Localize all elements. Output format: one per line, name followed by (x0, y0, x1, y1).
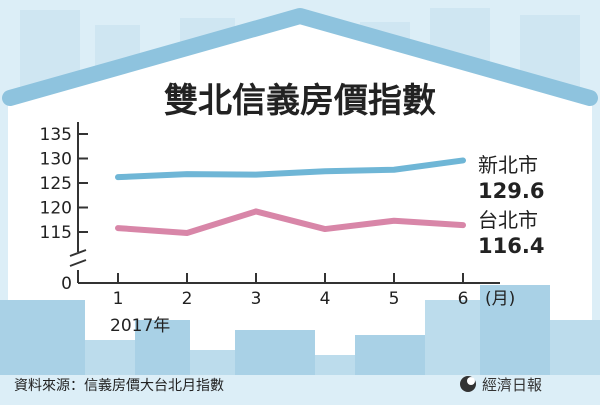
x-tick-label: 6 (458, 289, 469, 309)
x-tick-label: 4 (320, 289, 331, 309)
brand: 經濟日報 (460, 376, 542, 394)
year-label: 2017年 (110, 316, 170, 336)
x-tick-label: 1 (113, 289, 124, 309)
chart-title: 雙北信義房價指數 (164, 81, 436, 121)
x-tick-label: 3 (251, 289, 262, 309)
series-line-0 (115, 157, 466, 181)
y-tick-label: 115 (40, 223, 72, 243)
brand-name: 經濟日報 (482, 376, 542, 394)
y-tick-label: 125 (40, 174, 72, 194)
axes: 135 130 125 120 115 0 1 2 3 4 5 6 (月) (40, 122, 515, 309)
x-tick-label: 2 (182, 289, 193, 309)
source-note: 資料來源：信義房價大台北月指數 (14, 377, 224, 394)
series-value-label: 129.6 (478, 179, 544, 203)
x-tick-label: 5 (389, 289, 400, 309)
y-tick-label: 0 (61, 274, 72, 294)
buildings-bottom (0, 285, 600, 405)
axis-break-mark (69, 249, 87, 267)
series-value-label: 116.4 (478, 234, 544, 258)
y-tick-label: 135 (40, 125, 72, 145)
y-tick-label: 120 (40, 199, 72, 219)
roof (2, 8, 598, 106)
y-tick-label: 130 (40, 150, 72, 170)
series-line-1 (115, 208, 466, 236)
series-name-label: 新北市 (478, 153, 538, 177)
series-lines (115, 157, 466, 236)
x-unit-label: (月) (485, 289, 515, 309)
series-name-label: 台北市 (478, 208, 538, 232)
